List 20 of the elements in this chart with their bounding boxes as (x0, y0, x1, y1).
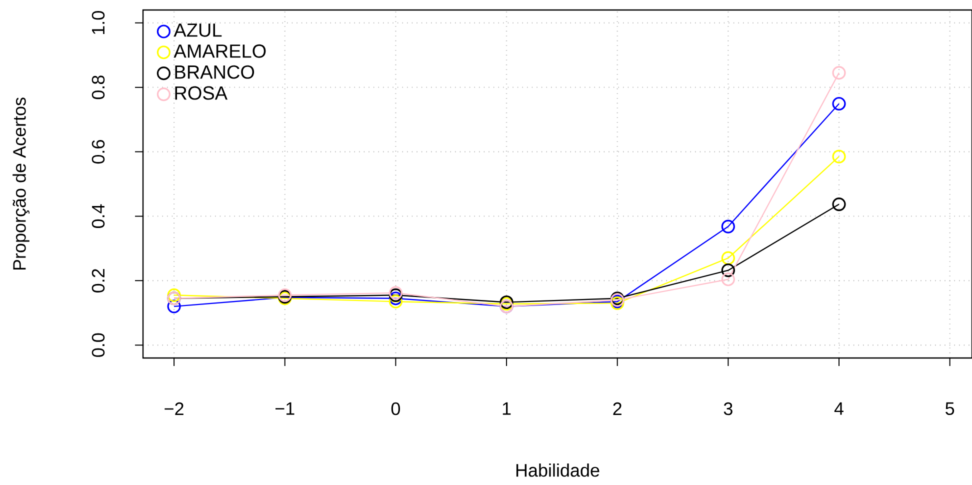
x-tick-label: 3 (724, 402, 732, 416)
x-tick-label: 4 (834, 402, 844, 415)
y-tick-label: 0.0 (92, 333, 105, 357)
x-tick-label: −1 (275, 402, 294, 415)
x-tick-label: −2 (164, 402, 184, 415)
legend-label: ROSA (175, 86, 228, 100)
legend-label: AZUL (174, 24, 222, 37)
x-tick-label: 0 (391, 402, 400, 416)
y-tick-label: 0.8 (92, 76, 105, 100)
legend-label: BRANCO (175, 65, 254, 79)
legend-label: AMARELO (174, 44, 266, 58)
x-axis-title: Habilidade (516, 464, 600, 477)
x-tick-label: 1 (502, 402, 511, 415)
y-tick-label: 0.4 (92, 204, 105, 228)
y-tick-label: 1.0 (92, 11, 105, 34)
y-tick-label: 0.6 (92, 140, 105, 164)
y-tick-label: 0.2 (92, 269, 105, 292)
y-axis-title: Proporção de Acertos (12, 98, 30, 270)
x-tick-label: 2 (613, 402, 622, 415)
x-tick-label: 5 (946, 402, 954, 415)
